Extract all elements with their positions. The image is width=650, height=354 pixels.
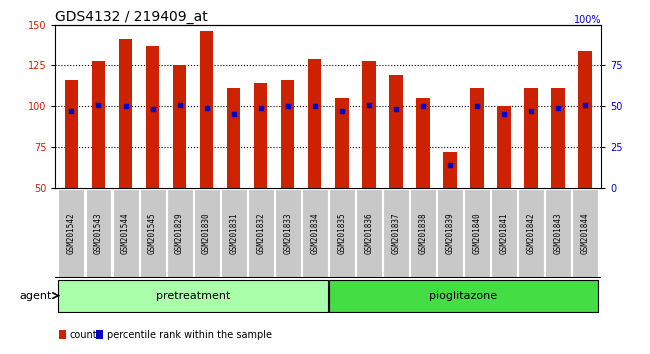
Bar	[362, 61, 376, 188]
Point	[363, 102, 374, 107]
Bar	[572, 189, 598, 277]
Point	[552, 105, 563, 111]
Bar	[464, 189, 490, 277]
Text: GSM201843: GSM201843	[554, 212, 562, 253]
Point	[418, 103, 428, 109]
Text: GSM201835: GSM201835	[337, 212, 346, 253]
Point	[526, 108, 536, 114]
Bar	[173, 65, 187, 188]
Bar	[281, 80, 294, 188]
Text: GSM201836: GSM201836	[364, 212, 373, 253]
Text: GSM201833: GSM201833	[283, 212, 292, 253]
Text: GSM201543: GSM201543	[94, 212, 103, 253]
Bar	[166, 189, 192, 277]
Bar	[356, 189, 382, 277]
Bar	[470, 88, 484, 188]
Bar	[227, 88, 240, 188]
Bar	[302, 189, 328, 277]
Text: GSM201838: GSM201838	[419, 212, 427, 253]
Bar	[497, 106, 511, 188]
Point	[445, 162, 455, 168]
Bar	[416, 98, 430, 188]
Bar	[194, 189, 220, 277]
Bar	[545, 189, 571, 277]
Bar	[383, 189, 409, 277]
Bar	[92, 61, 105, 188]
Text: GSM201837: GSM201837	[391, 212, 400, 253]
Text: pretreatment: pretreatment	[156, 291, 230, 301]
Bar	[200, 31, 213, 188]
Bar	[65, 80, 78, 188]
Text: GSM201830: GSM201830	[202, 212, 211, 253]
Text: pioglitazone: pioglitazone	[430, 291, 497, 301]
Bar	[220, 189, 246, 277]
FancyBboxPatch shape	[58, 280, 328, 312]
Point	[499, 112, 509, 117]
Point	[174, 102, 185, 107]
Bar	[275, 189, 301, 277]
Text: 100%: 100%	[574, 15, 601, 25]
Text: GSM201840: GSM201840	[473, 212, 482, 253]
Bar	[248, 189, 274, 277]
Point	[472, 103, 482, 109]
Point	[283, 103, 293, 109]
Text: agent: agent	[20, 291, 52, 301]
Bar	[443, 152, 457, 188]
Bar	[518, 189, 544, 277]
Text: GSM201542: GSM201542	[67, 212, 76, 253]
Text: GSM201829: GSM201829	[175, 212, 184, 253]
Text: GSM201545: GSM201545	[148, 212, 157, 253]
FancyBboxPatch shape	[329, 280, 598, 312]
Text: GSM201544: GSM201544	[121, 212, 130, 253]
Bar	[112, 189, 138, 277]
Text: GSM201844: GSM201844	[580, 212, 590, 253]
Text: GSM201839: GSM201839	[445, 212, 454, 253]
Bar	[119, 39, 133, 188]
Bar	[578, 51, 592, 188]
Bar	[254, 84, 267, 188]
Bar	[437, 189, 463, 277]
Text: GSM201831: GSM201831	[229, 212, 238, 253]
Text: GSM201842: GSM201842	[526, 212, 536, 253]
Point	[391, 107, 401, 112]
Point	[228, 112, 239, 117]
Bar	[524, 88, 538, 188]
Bar	[551, 88, 565, 188]
Point	[66, 108, 77, 114]
Bar	[410, 189, 436, 277]
Bar	[146, 46, 159, 188]
Bar	[329, 189, 355, 277]
Bar	[58, 189, 84, 277]
Bar	[86, 189, 111, 277]
Text: GDS4132 / 219409_at: GDS4132 / 219409_at	[55, 10, 208, 24]
Text: GSM201841: GSM201841	[499, 212, 508, 253]
Text: GSM201834: GSM201834	[310, 212, 319, 253]
Text: GSM201832: GSM201832	[256, 212, 265, 253]
Bar	[140, 189, 166, 277]
Bar	[491, 189, 517, 277]
Text: count: count	[70, 330, 98, 339]
Bar	[308, 59, 322, 188]
Point	[337, 108, 347, 114]
Point	[255, 105, 266, 111]
Point	[94, 102, 104, 107]
Text: percentile rank within the sample: percentile rank within the sample	[107, 330, 272, 339]
Point	[309, 103, 320, 109]
Point	[120, 103, 131, 109]
Point	[202, 105, 212, 111]
Bar	[335, 98, 348, 188]
Point	[148, 107, 158, 112]
Point	[580, 102, 590, 107]
Bar	[389, 75, 402, 188]
